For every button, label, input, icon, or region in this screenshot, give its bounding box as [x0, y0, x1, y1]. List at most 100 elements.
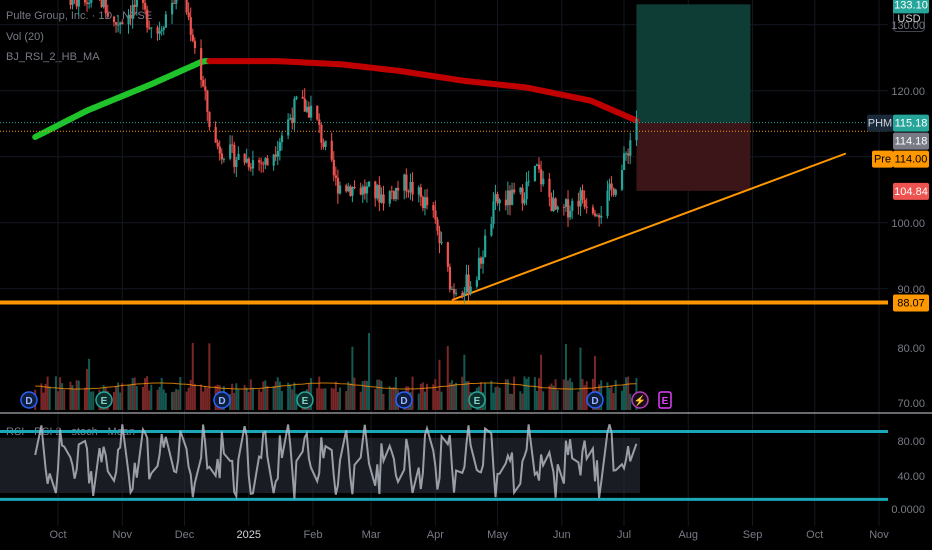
volume-bar	[115, 385, 118, 410]
volume-bar	[506, 379, 509, 410]
event-marker-d[interactable]: D	[213, 391, 231, 409]
candle-body	[131, 4, 134, 19]
volume-bar	[525, 378, 528, 410]
volume-bar	[349, 383, 352, 410]
candle-body	[336, 177, 340, 194]
drawing-lines[interactable]	[0, 122, 932, 414]
price-tick: 90.00	[897, 284, 925, 296]
volume-bar	[612, 393, 615, 410]
candle-body	[266, 158, 269, 166]
candle-body	[535, 164, 539, 166]
volume-bar	[519, 391, 522, 410]
volume-bar	[280, 390, 283, 410]
volume-bar	[490, 380, 493, 410]
event-label: ⚡	[634, 394, 646, 407]
candle-body	[274, 154, 277, 157]
event-markers[interactable]: D E D E D E D ⚡ E	[20, 391, 672, 409]
volume-bar	[554, 379, 557, 410]
candle-body	[320, 124, 323, 143]
volume-bar	[57, 391, 59, 410]
candle-body	[119, 22, 122, 25]
volume-bar	[291, 389, 294, 410]
volume-bar	[185, 391, 188, 410]
candle-body	[380, 194, 383, 203]
volume-bar	[585, 381, 588, 410]
volume-bar	[189, 379, 192, 410]
volume-bar	[179, 376, 182, 410]
rsi-pane	[0, 424, 888, 501]
volume-bar	[620, 390, 623, 410]
event-marker-d[interactable]: D	[395, 391, 413, 409]
candle-body	[69, 0, 72, 5]
volume-bar	[177, 389, 180, 410]
volume-bar	[380, 380, 383, 410]
position-zones[interactable]	[636, 4, 751, 191]
candle-body	[171, 2, 174, 15]
candle-body	[477, 257, 481, 281]
candle-body	[426, 197, 429, 206]
volume-bar	[353, 377, 356, 410]
volume-bar	[44, 383, 47, 410]
event-marker-e[interactable]: E	[468, 391, 486, 409]
candle-body	[623, 153, 626, 171]
moving-average	[32, 58, 640, 140]
volume-bar	[164, 392, 167, 410]
candle-body	[506, 190, 510, 206]
volume-bar	[193, 383, 196, 410]
time-label: 2025	[236, 529, 260, 541]
candle-body	[287, 119, 290, 136]
candle-body	[378, 185, 381, 203]
volume-bar	[295, 393, 298, 410]
volume-bar	[494, 387, 497, 410]
volume-bar	[363, 380, 366, 410]
event-marker-e[interactable]: E	[95, 391, 113, 409]
volume-bar	[262, 381, 265, 410]
volume-bar	[450, 380, 453, 410]
volume-bar	[550, 383, 553, 410]
candle-body	[436, 219, 439, 231]
volume-bar	[48, 386, 51, 410]
candle-body	[537, 164, 541, 170]
event-marker-e[interactable]: E	[296, 391, 314, 409]
candle-body	[571, 200, 574, 211]
price-tag-text-sym: PHM	[868, 118, 892, 130]
event-marker-d[interactable]: D	[20, 391, 38, 409]
event-marker-s[interactable]: ⚡	[631, 391, 649, 409]
event-badge	[213, 391, 231, 409]
volume-bar	[533, 377, 536, 410]
volume-bar	[40, 383, 43, 410]
volume-bar	[112, 392, 115, 410]
legend-symbol[interactable]: Pulte Group, Inc. · 1D · NYSE	[6, 10, 153, 22]
candle-body	[608, 183, 611, 191]
candle-body	[146, 9, 149, 28]
candle-body	[142, 0, 145, 3]
price-tag-pre	[893, 150, 929, 168]
volume-bar	[581, 379, 584, 410]
price-tag-text-stop: 104.84	[894, 186, 928, 198]
candle-body	[173, 2, 176, 4]
time-label: Nov	[112, 529, 132, 541]
candle-body	[150, 27, 153, 29]
legend-indicator[interactable]: BJ_RSI_2_HB_MA	[6, 51, 100, 63]
price-tag-text-target: 133.10	[894, 0, 928, 11]
event-marker-d[interactable]: D	[586, 391, 604, 409]
candle-body	[218, 146, 221, 154]
candle-body	[405, 174, 408, 192]
volume-bar	[347, 381, 350, 410]
rsi-line	[34, 424, 638, 500]
volume-bar	[318, 376, 321, 410]
volume-bar	[202, 391, 205, 410]
volume-bar	[175, 388, 178, 410]
candle-body	[465, 274, 468, 293]
volume-bar	[417, 393, 420, 410]
candle-body	[100, 0, 103, 8]
price-tag-text-pre_label: Pre	[874, 154, 891, 166]
time-label: Jul	[617, 529, 631, 541]
candle-body	[450, 289, 454, 291]
legend-volume[interactable]: Vol (20)	[6, 31, 44, 43]
event-label: D	[591, 396, 598, 407]
price-tag-text-pre: 114.00	[895, 154, 928, 166]
event-marker-e-upcoming[interactable]: E	[658, 391, 672, 409]
volume-bar	[231, 383, 234, 410]
